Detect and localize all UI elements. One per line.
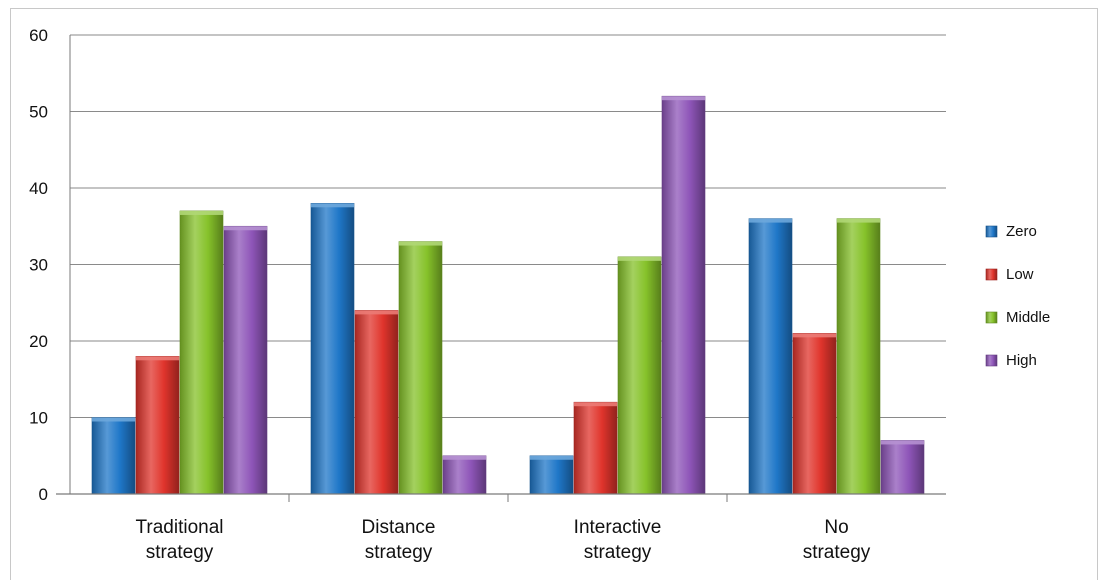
bar-low bbox=[573, 401, 618, 495]
bar-top-cap bbox=[224, 226, 267, 231]
bar-high bbox=[223, 225, 268, 495]
bar-top-cap bbox=[399, 241, 442, 246]
bar-top-cap bbox=[443, 455, 486, 460]
bar-top-cap bbox=[618, 256, 661, 261]
y-tick-label: 10 bbox=[29, 409, 48, 428]
bar-top-cap bbox=[355, 310, 398, 315]
x-category-label: Distance strategy bbox=[362, 517, 436, 563]
bar-top-cap bbox=[662, 96, 705, 101]
bar-middle bbox=[398, 241, 443, 495]
bar-high bbox=[880, 440, 925, 495]
legend-label-high: High bbox=[1006, 352, 1037, 369]
bar-high bbox=[442, 455, 487, 495]
bar-top-cap bbox=[180, 210, 223, 215]
bar-top-cap bbox=[837, 218, 880, 223]
bar-zero bbox=[310, 203, 355, 495]
bar-top-cap bbox=[574, 402, 617, 407]
bar-middle bbox=[836, 218, 881, 495]
y-tick-label: 50 bbox=[29, 103, 48, 122]
y-tick-label: 60 bbox=[29, 26, 48, 45]
legend-label-low: Low bbox=[1006, 266, 1034, 283]
y-tick-label: 20 bbox=[29, 332, 48, 351]
legend-label-middle: Middle bbox=[1006, 309, 1050, 326]
bar-top-cap bbox=[530, 455, 573, 460]
bar-top-cap bbox=[92, 417, 135, 422]
bar-low bbox=[354, 310, 399, 495]
bar-middle bbox=[617, 256, 662, 495]
legend-label-zero: Zero bbox=[1006, 223, 1037, 240]
axes bbox=[56, 35, 946, 502]
bar-high bbox=[661, 95, 706, 495]
legend-swatch-high bbox=[985, 354, 998, 367]
bar-top-cap bbox=[136, 356, 179, 361]
legend: Zero Low Middle High bbox=[985, 223, 1050, 369]
bar-zero bbox=[748, 218, 793, 495]
bars bbox=[91, 95, 925, 495]
bar-low bbox=[792, 333, 837, 495]
y-tick-label: 30 bbox=[29, 256, 48, 275]
bar-top-cap bbox=[793, 333, 836, 338]
y-tick-label: 40 bbox=[29, 179, 48, 198]
bar-top-cap bbox=[749, 218, 792, 223]
bar-middle bbox=[179, 210, 224, 495]
x-category-label: No strategy bbox=[803, 517, 871, 563]
x-category-label: Traditional strategy bbox=[135, 517, 223, 563]
legend-swatch-low bbox=[985, 268, 998, 281]
bar-top-cap bbox=[311, 203, 354, 208]
bar-low bbox=[135, 355, 180, 495]
bar-top-cap bbox=[881, 440, 924, 445]
x-category-label: Interactive strategy bbox=[574, 517, 662, 563]
y-axis-ticks: 0 10 20 30 40 50 60 bbox=[29, 26, 48, 504]
x-axis-labels: Traditional strategy Distance strategy Inter… bbox=[135, 517, 870, 563]
y-tick-label: 0 bbox=[39, 485, 48, 504]
bar-zero bbox=[91, 417, 136, 495]
legend-swatch-middle bbox=[985, 311, 998, 324]
bar-zero bbox=[529, 455, 574, 495]
legend-swatch-zero bbox=[985, 225, 998, 238]
